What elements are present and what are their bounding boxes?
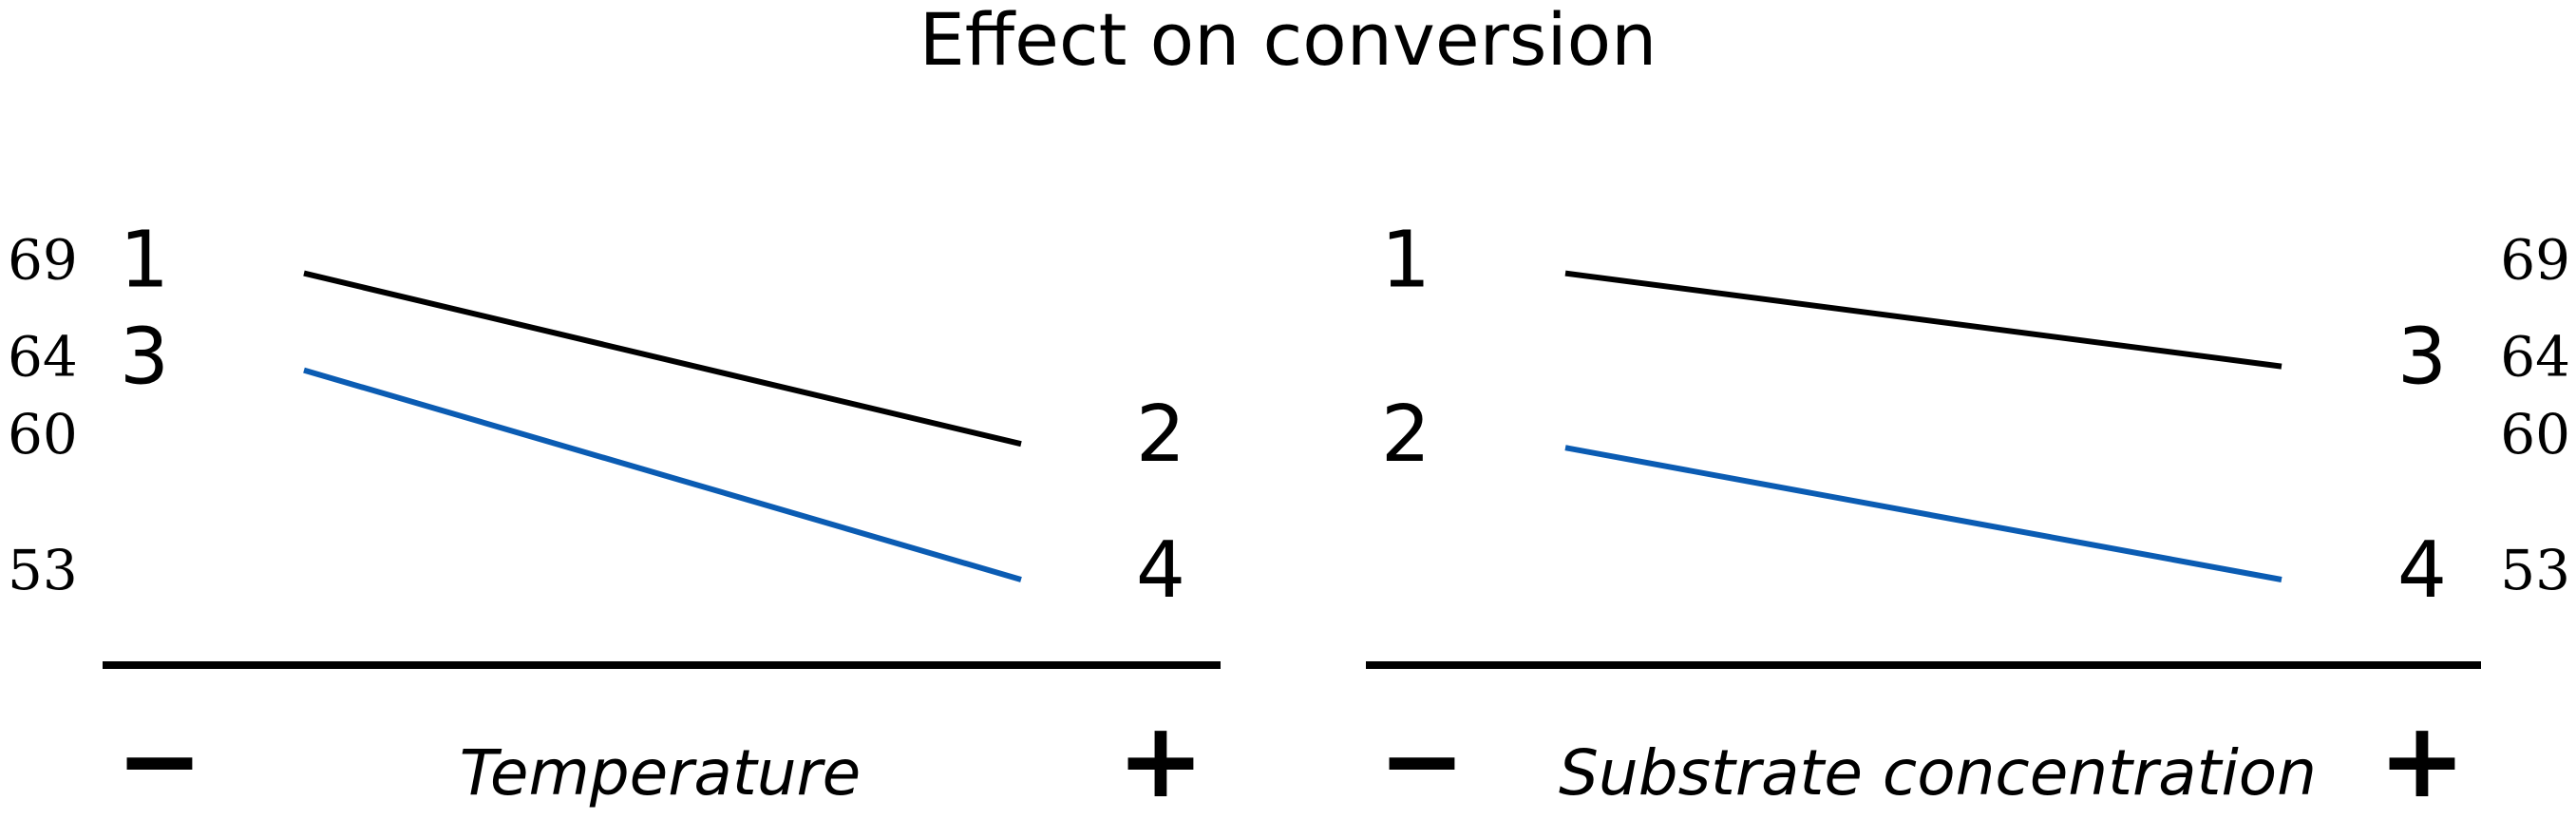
series-line (303, 270, 1022, 448)
series-line (303, 367, 1022, 582)
run-label: 3 (120, 313, 169, 403)
run-label: 1 (120, 216, 169, 306)
x-axis-label: Substrate concentration (1559, 736, 2317, 810)
y-tick-label: 69 (2500, 228, 2570, 293)
series-line (1564, 270, 2282, 370)
run-label: 1 (1381, 216, 1430, 306)
high-level-label: + (2378, 699, 2466, 820)
y-tick-label: 69 (8, 228, 78, 293)
chart-title: Effect on conversion (919, 0, 1657, 82)
run-label: 3 (2397, 313, 2447, 403)
y-tick-label: 64 (2500, 325, 2570, 390)
x-axis-label: Temperature (460, 736, 862, 810)
y-tick-label: 53 (8, 538, 78, 602)
y-tick-label: 53 (2500, 538, 2570, 602)
y-tick-label: 64 (8, 325, 78, 390)
run-label: 2 (1136, 390, 1185, 480)
y-tick-label: 60 (2500, 402, 2570, 467)
y-tick-label: 60 (8, 402, 78, 467)
low-level-label: − (1378, 699, 1466, 820)
high-level-label: + (1117, 699, 1204, 820)
run-label: 2 (1381, 390, 1430, 480)
series-line (1564, 445, 2282, 582)
run-label: 4 (1136, 525, 1185, 616)
low-level-label: − (116, 699, 203, 820)
run-label: 4 (2397, 525, 2447, 616)
